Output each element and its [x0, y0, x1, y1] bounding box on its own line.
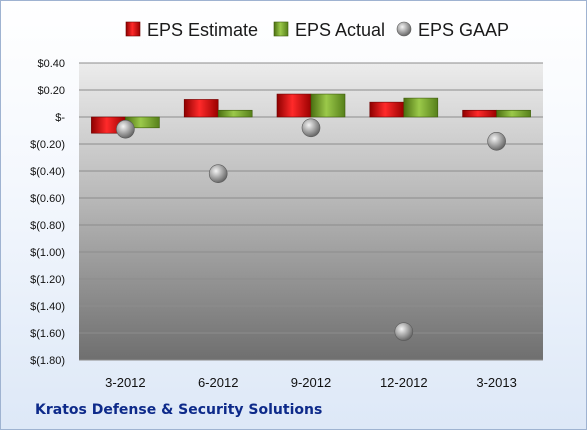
x-tick-label: 12-2012: [380, 375, 428, 390]
y-tick-label: $0.40: [37, 58, 65, 70]
y-tick-label: $(0.20): [30, 139, 65, 151]
y-tick-label: $(1.00): [30, 247, 65, 259]
x-tick-label: 6-2012: [198, 375, 238, 390]
point-eps-gaap: [394, 322, 414, 341]
y-tick-label: $0.20: [37, 85, 65, 97]
y-tick-label: $-: [55, 112, 65, 124]
x-tick-label: 3-2013: [476, 375, 516, 390]
point-eps-gaap: [116, 119, 135, 139]
point-eps-gaap: [208, 164, 228, 183]
y-tick-label: $(1.20): [30, 274, 65, 286]
bar-eps-actual: [217, 109, 253, 118]
bar-eps-estimate: [183, 99, 219, 118]
point-eps-gaap: [487, 132, 506, 151]
bar-eps-actual: [310, 93, 346, 118]
bar-eps-estimate: [462, 109, 497, 118]
legend: EPS Estimate EPS Actual EPS GAAP: [125, 20, 509, 40]
y-tick-label: $(1.80): [30, 355, 65, 367]
y-tick-label: $(1.40): [30, 301, 65, 313]
x-axis: 3-2012 6-2012 9-2012 12-2012 3-2013: [105, 375, 517, 390]
legend-swatch: [273, 21, 289, 37]
bar-eps-estimate: [369, 101, 405, 118]
legend-label: EPS Estimate: [147, 20, 258, 40]
point-eps-gaap: [301, 118, 321, 138]
legend-swatch: [125, 21, 141, 37]
y-axis: $0.40 $0.20 $- $(0.20) $(0.40) $(0.60) $(0.80)…: [30, 58, 65, 367]
legend-label: EPS Actual: [295, 20, 385, 40]
bar-eps-actual: [496, 109, 531, 118]
bar-eps-actual: [403, 97, 439, 118]
company-name: Kratos Defense & Security Solutions: [35, 402, 323, 418]
y-tick-label: $(0.40): [30, 166, 65, 178]
x-tick-label: 3-2012: [105, 375, 145, 390]
gaap-points: [116, 118, 506, 341]
legend-swatch: [396, 21, 412, 37]
legend-label: EPS GAAP: [418, 20, 509, 40]
bar-eps-estimate: [276, 93, 312, 118]
y-tick-label: $(1.60): [30, 328, 65, 340]
y-tick-label: $(0.80): [30, 220, 65, 232]
y-tick-label: $(0.60): [30, 193, 65, 205]
x-tick-label: 9-2012: [291, 375, 331, 390]
